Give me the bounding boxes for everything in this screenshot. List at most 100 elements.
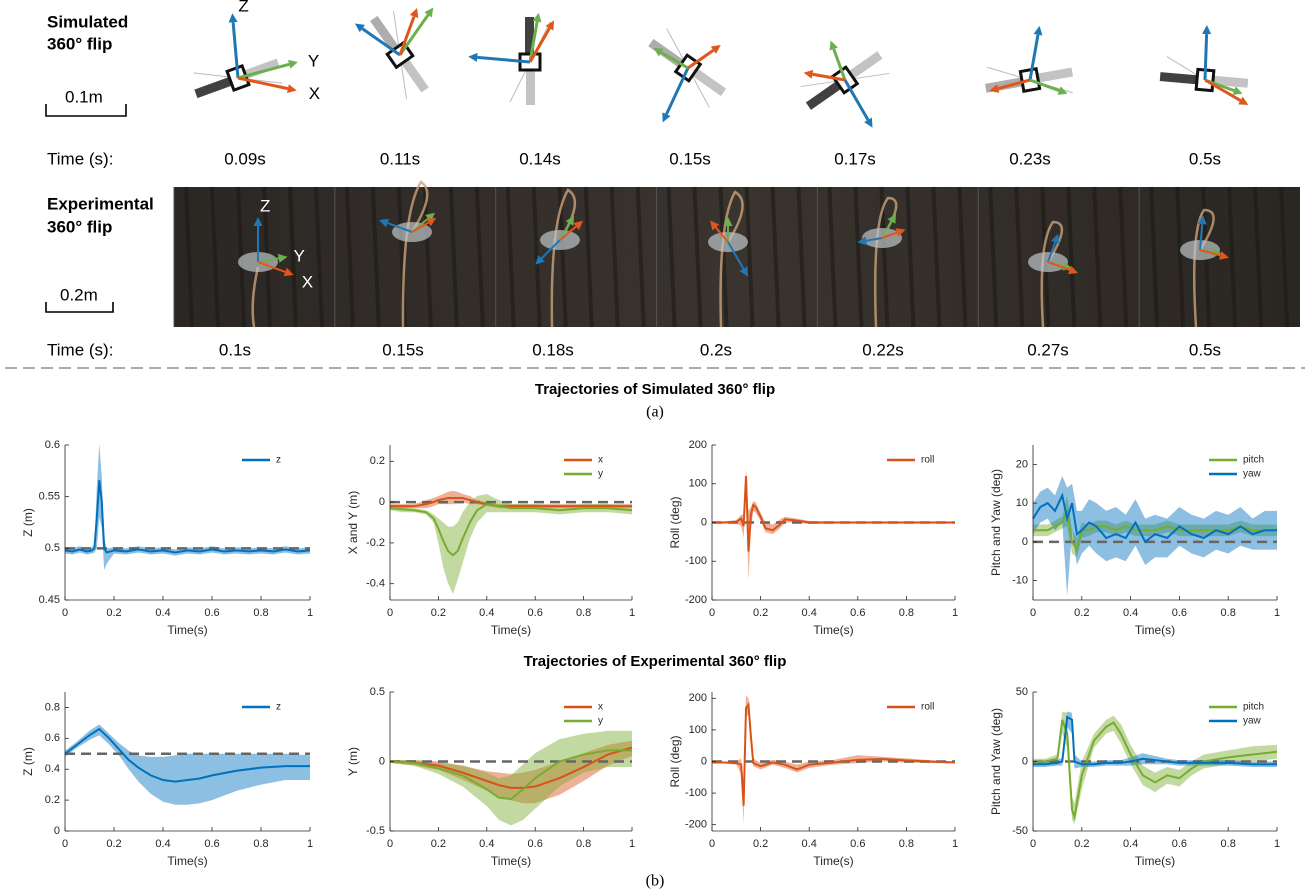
arrow-head [532,12,542,23]
y-tick-label: 50 [1016,686,1028,698]
arrow-head [829,40,838,51]
light-trail [719,190,744,328]
axis-arrow [1047,241,1057,263]
axis-arrow [881,221,893,239]
std-band [1033,495,1277,558]
axis-arrow [477,55,531,64]
axis-arrow [866,237,883,242]
chart: 0.45 0.5 0.55 0.6 0 0.2 0.4 0.6 0.8 1 Time(s) Z (m)… [21,439,313,637]
std-band [65,724,310,805]
x-tick-label: 0.6 [1172,838,1187,850]
caption: (b) [646,873,665,890]
curtain-fold [314,186,324,328]
curtain-fold [1118,186,1129,328]
curtain-fold [1014,186,1025,328]
curtain-fold [531,186,542,328]
x-tick-label: 0.4 [802,607,817,619]
legend-box [558,698,630,730]
drone [193,13,298,99]
time-value: 0.5s [1189,340,1221,359]
x-tick-label: 1 [629,607,635,619]
x-axis-label: Time(s) [167,623,207,637]
curtain-fold [210,186,220,328]
y-axis-label: Roll (deg) [668,735,682,787]
drone [984,25,1074,95]
x-tick-label: 0.8 [576,838,591,850]
x-axis-label: Time(s) [813,623,853,637]
arrow-head [379,218,390,228]
curtain-fold [905,186,916,328]
legend-label: yaw [1243,716,1262,727]
x-tick-label: 0.6 [204,607,219,619]
arrow-head [739,266,748,277]
axis-label: X [309,84,320,103]
axis-arrow [257,261,286,273]
x-tick-label: 0.6 [850,607,865,619]
legend-box [881,698,953,716]
time-value: 0.22s [862,340,904,359]
light-trail [401,180,429,328]
axis-arrow [361,27,401,57]
y-tick-label: 0.6 [45,732,60,744]
series-line [1033,507,1277,553]
curtain-fold [988,186,999,328]
arrow-head [895,228,906,237]
curtain-fold [718,186,729,328]
axis-arrow [1199,224,1204,251]
y-axis-label: Pitch and Yaw (deg) [989,469,1003,576]
x-tick-label: 0.6 [204,838,219,850]
y-axis-label: Pitch and Yaw (deg) [989,708,1003,815]
series-line [389,503,633,557]
curtain-fold [796,186,807,328]
curtain-fold [692,186,703,328]
x-tick-label: 0.8 [1221,838,1236,850]
axis-arrow [660,51,689,70]
curtain-fold [635,186,646,328]
curtain-fold [448,186,459,328]
y-axis-label: Z (m) [21,508,35,537]
x-axis-label: Time(s) [1135,854,1175,868]
axis-arrow [727,241,745,270]
curtain-fold [931,186,942,328]
curtain-fold [853,186,864,328]
time-value: 0.5s [1189,149,1221,168]
y-tick-label: 0.5 [370,686,385,698]
axis-arrow [1047,261,1070,271]
x-tick-label: 0 [387,607,393,619]
series-line [1033,715,1277,766]
axis-arrow [398,15,416,56]
x-tick-label: 0 [62,838,68,850]
arrow-head [288,59,298,69]
light-trail [251,266,260,328]
curtain-fold [505,186,516,328]
x-axis-label: Time(s) [491,623,531,637]
y-tick-label: 0.55 [39,491,60,503]
time-label: Time (s): [47,149,113,168]
legend-label: x [598,702,603,713]
curtain-fold [827,186,838,328]
section-title: Trajectories of Simulated 360° flip [535,381,775,398]
series-line [712,701,956,806]
x-tick-label: 1 [952,838,958,850]
x-tick-label: 0.4 [1123,607,1138,619]
x-tick-label: 0.6 [528,838,543,850]
x-tick-label: 1 [307,838,313,850]
axis-arrow [387,222,413,233]
y-tick-label: 0 [701,516,707,528]
legend-label: z [276,702,281,713]
legend-label: roll [921,702,934,713]
wing [691,67,727,96]
axis-arrow [687,48,715,70]
axis-arrow [398,14,430,56]
time-value: 0.18s [532,340,574,359]
arrow-head [1033,25,1043,36]
arrow-head [1232,86,1243,95]
time-value: 0.15s [382,340,424,359]
wing [194,76,234,99]
x-tick-label: 0.2 [106,607,121,619]
series-line [1032,492,1277,544]
arrow-head [1219,251,1229,260]
y-tick-label: 0.5 [45,542,60,554]
y-tick-label: -50 [1012,825,1028,837]
